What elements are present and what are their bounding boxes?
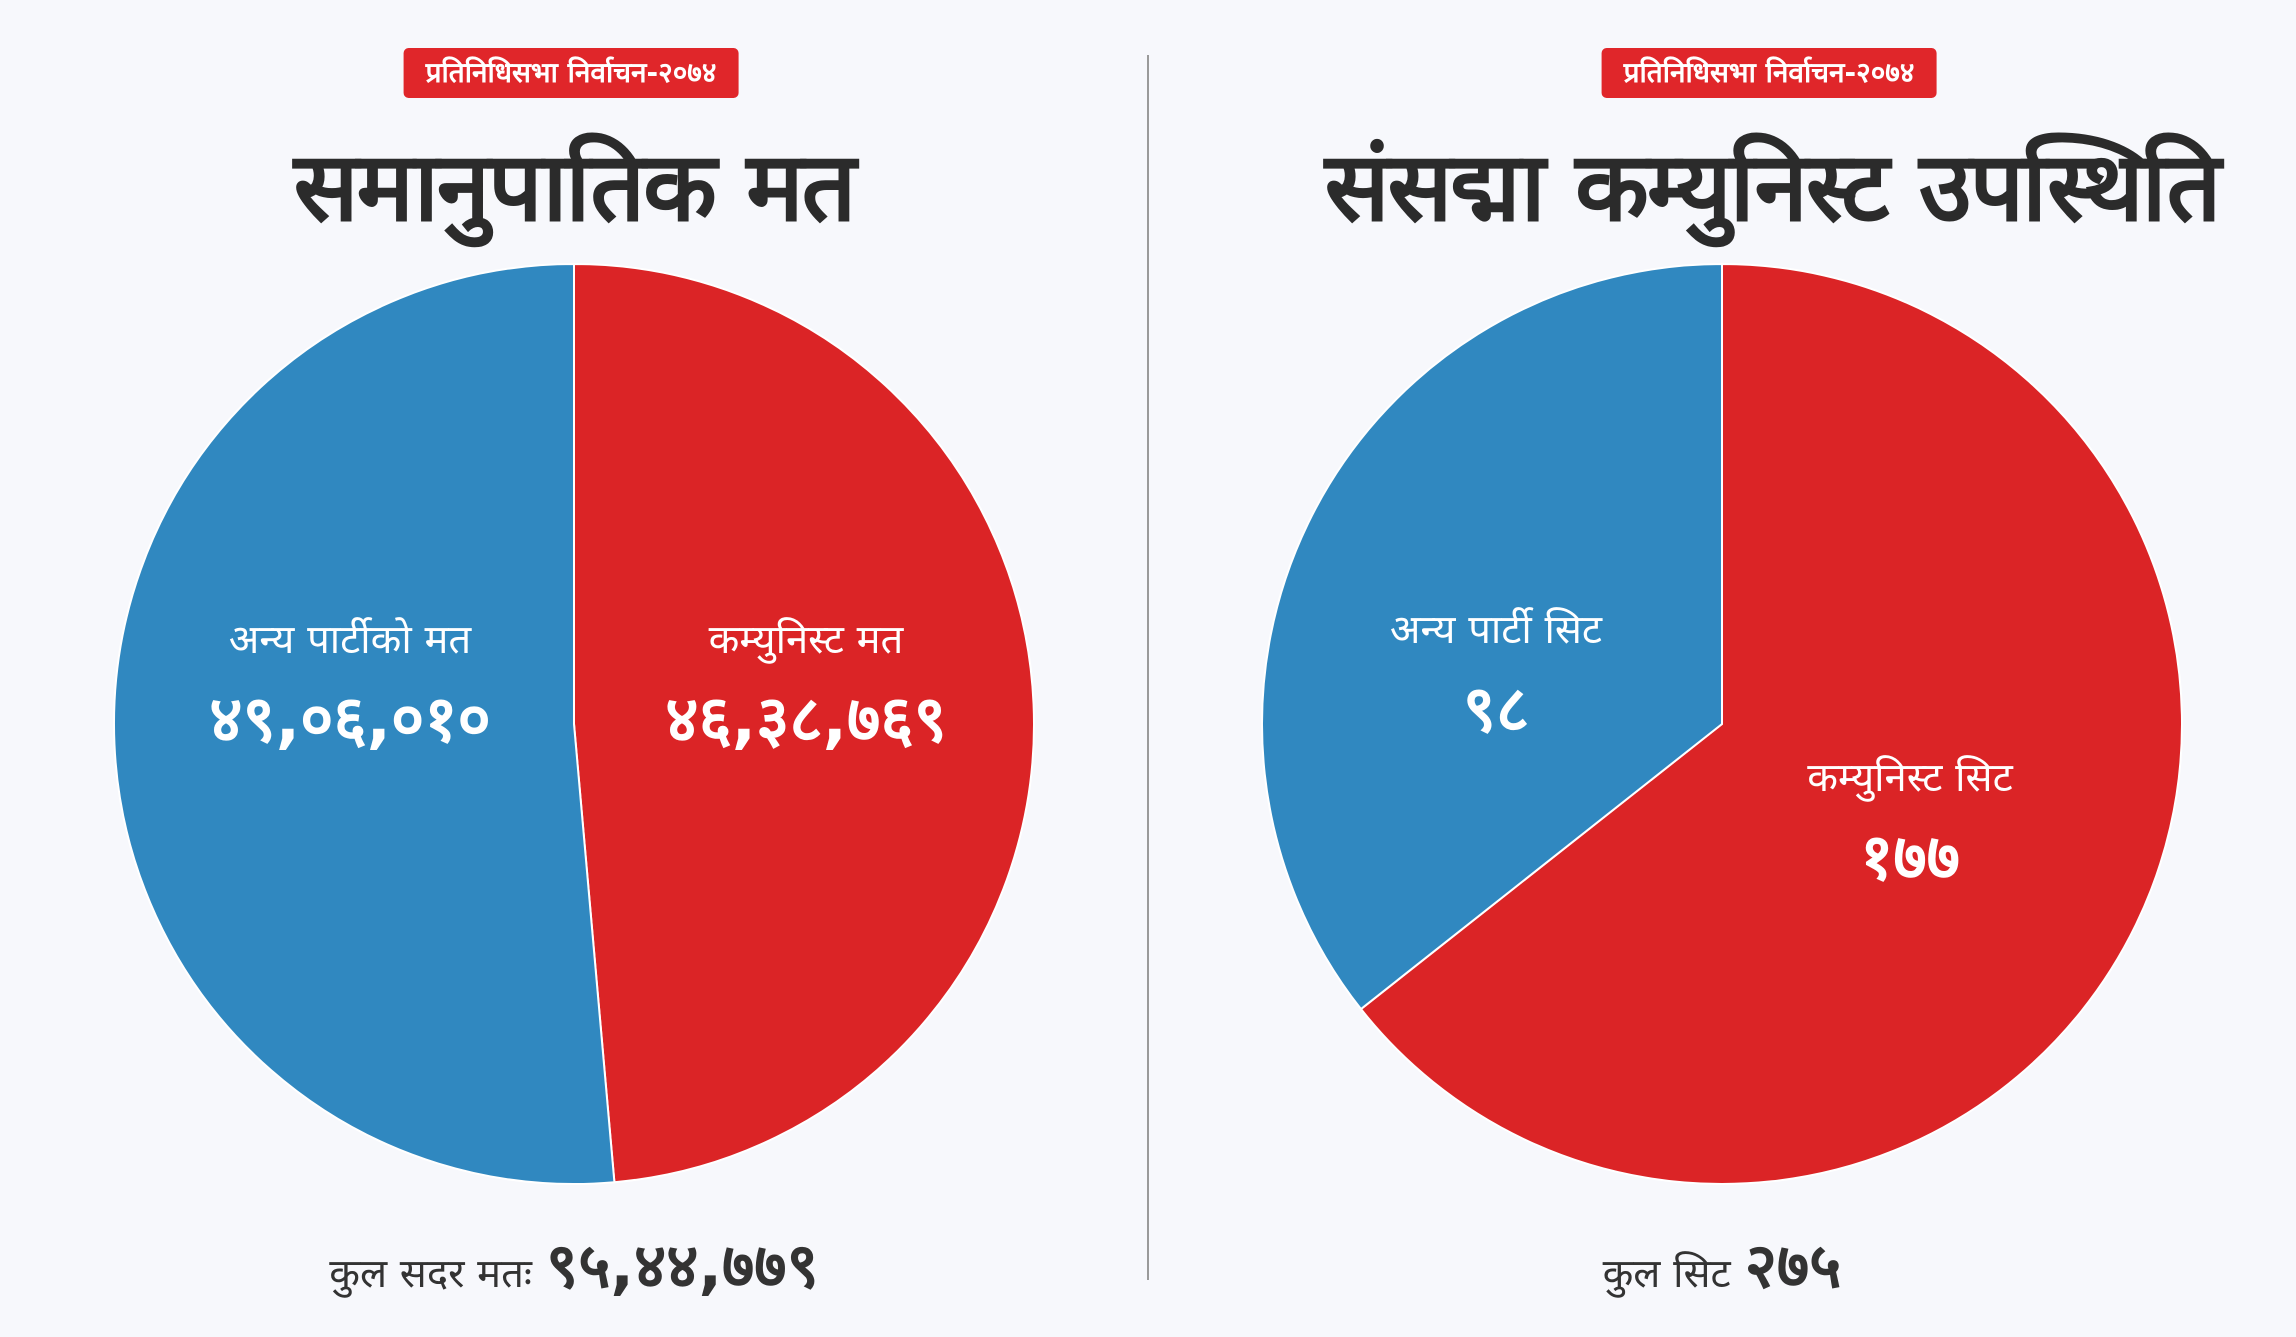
panel-divider [1147,55,1149,1280]
slice-name: अन्य पार्टी सिट [1389,607,1603,653]
chart-title: समानुपातिक मत [293,131,857,243]
other-seats-label: अन्य पार्टी सिट ९८ [1390,600,1602,750]
vote-share-pie [112,262,1035,1185]
slice-value: ४६,३८,७६९ [665,683,947,757]
seat-share-panel: प्रतिनिधिसभा निर्वाचन-२०७४ संसद्मा कम्यु… [1148,0,2296,1337]
pie-slice-0 [573,262,1035,1184]
total-value: ९५,४४,७७९ [545,1229,819,1302]
election-badge: प्रतिनिधिसभा निर्वाचन-२०७४ [403,48,739,98]
total-value: २७५ [1744,1229,1842,1302]
pie-slice-1 [1261,262,1723,1011]
total-votes: कुल सदर मतः ९५,४४,७७९ [0,1222,1148,1306]
communist-votes-label: कम्युनिस्ट मत ४६,३८,७६९ [665,610,947,760]
total-seats: कुल सिट २७५ [1148,1222,2296,1306]
seat-share-pie [1261,262,2183,1185]
pie-slice-0 [1359,262,2183,1185]
chart-title: संसद्मा कम्युनिस्ट उपस्थिति [1324,131,2222,243]
communist-seats-label: कम्युनिस्ट सिट १७७ [1807,748,2012,898]
total-label: कुल सदर मतः [329,1251,532,1297]
slice-value: ९८ [1462,673,1530,747]
election-badge: प्रतिनिधिसभा निर्वाचन-२०७४ [1601,48,1937,98]
slice-value: ४९,०६,०१० [209,683,491,757]
pie-slice-1 [112,262,616,1185]
slice-value: १७७ [1860,821,1960,895]
slice-name: कम्युनिस्ट सिट [1807,755,2013,801]
total-label: कुल सिट [1602,1251,1731,1297]
vote-share-panel: प्रतिनिधिसभा निर्वाचन-२०७४ समानुपातिक मत… [0,48,1148,1306]
other-votes-label: अन्य पार्टीको मत ४९,०६,०१० [209,610,491,760]
slice-name: अन्य पार्टीको मत [228,617,472,663]
slice-name: कम्युनिस्ट मत [708,617,904,663]
